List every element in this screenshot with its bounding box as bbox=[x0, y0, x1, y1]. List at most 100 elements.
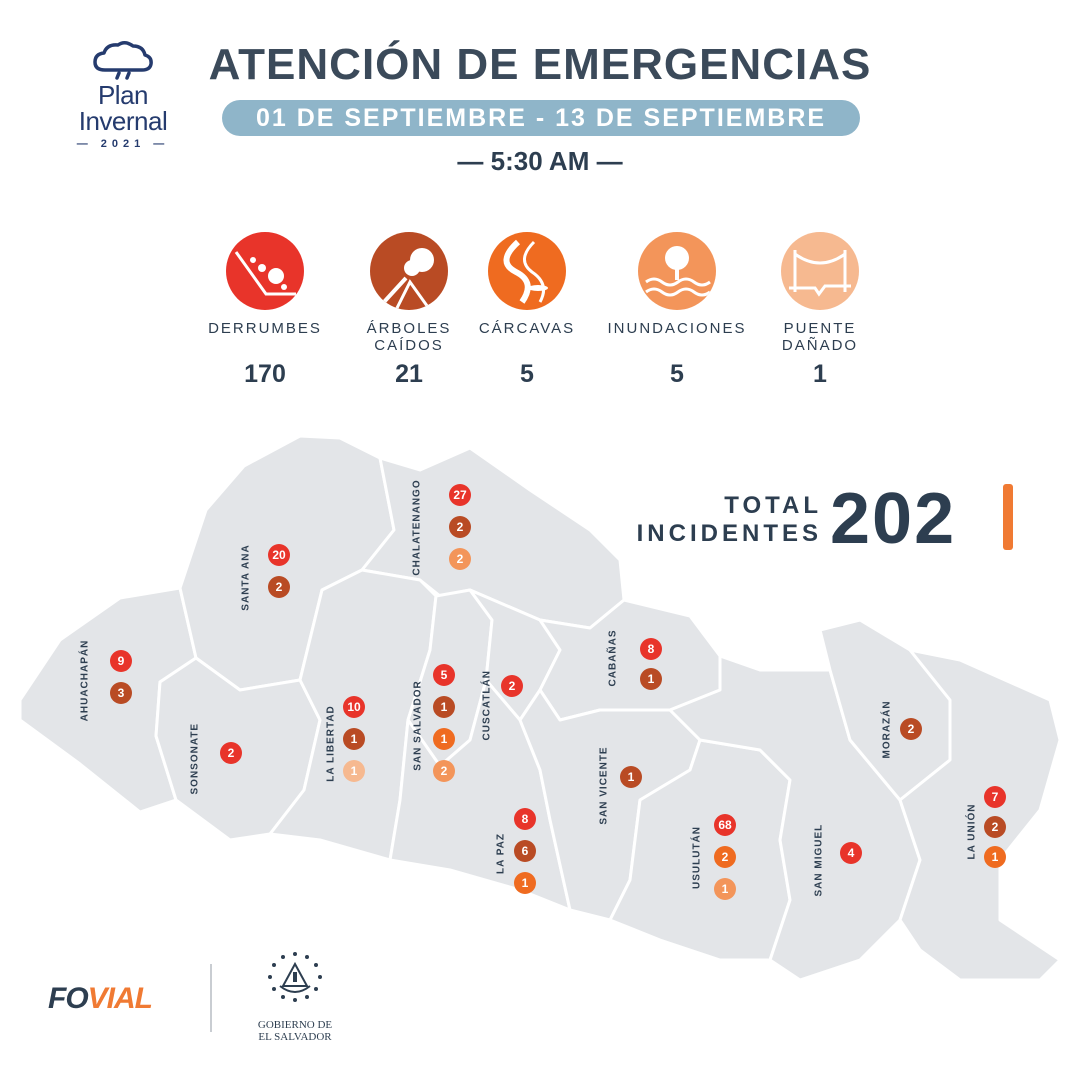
badge-inundaciones: 2 bbox=[449, 548, 471, 570]
total-label: TOTAL INCIDENTES bbox=[600, 492, 822, 548]
flood-icon bbox=[638, 232, 716, 310]
gobierno-line-1: GOBIERNO DE bbox=[257, 1019, 333, 1031]
coat-of-arms-icon bbox=[268, 952, 322, 1002]
damaged-bridge-icon bbox=[781, 232, 859, 310]
dept-shape-la-union bbox=[898, 648, 1062, 982]
category-label-line-1: INUNDACIONES bbox=[607, 320, 747, 337]
category-value: 1 bbox=[813, 360, 827, 388]
dept-usulutan: USULUTÁN 68 2 1 bbox=[670, 812, 750, 902]
dept-label: LA LIBERTAD bbox=[325, 705, 337, 782]
dept-morazan: MORAZÁN 2 bbox=[866, 700, 946, 780]
badge-arboles: 1 bbox=[620, 766, 642, 788]
dept-label: CHALATENANGO bbox=[411, 479, 423, 576]
dept-label: SONSONATE bbox=[189, 722, 201, 795]
fovial-logo-fo: FO bbox=[48, 982, 89, 1015]
logo-line-2: Invernal bbox=[78, 106, 168, 136]
total-accent-bar bbox=[1003, 484, 1013, 550]
badge-carcavas: 1 bbox=[433, 728, 455, 750]
badge-derrumbes: 8 bbox=[514, 808, 536, 830]
dept-label: SAN MIGUEL bbox=[813, 823, 825, 897]
dept-san-miguel: SAN MIGUEL 4 bbox=[792, 820, 872, 910]
dept-label: AHUACHAPÁN bbox=[79, 639, 91, 722]
fovial-logo-vial: VIAL bbox=[87, 982, 153, 1015]
badge-arboles: 1 bbox=[640, 668, 662, 690]
category-label-line-2: DAÑADO bbox=[781, 337, 859, 354]
logo-year: — 2021 — bbox=[76, 138, 170, 150]
category-carcavas: CÁRCAVAS 5 bbox=[452, 232, 602, 389]
el-salvador-map bbox=[18, 434, 1062, 982]
logo-year-text: 2021 bbox=[100, 138, 146, 150]
category-value: 21 bbox=[395, 360, 423, 388]
dept-label: CABAÑAS bbox=[607, 629, 619, 687]
dept-label: SAN SALVADOR bbox=[412, 680, 424, 771]
dept-cabanas: CABAÑAS 8 1 bbox=[590, 629, 670, 706]
badge-carcavas: 1 bbox=[984, 846, 1006, 868]
badge-derrumbes: 20 bbox=[268, 544, 290, 566]
rain-cloud-icon bbox=[93, 41, 153, 80]
dept-label: SANTA ANA bbox=[240, 544, 252, 611]
badge-arboles: 2 bbox=[449, 516, 471, 538]
category-label-line-1: PUENTE bbox=[783, 320, 857, 337]
badge-inundaciones: 1 bbox=[714, 878, 736, 900]
category-label-line-1: CÁRCAVAS bbox=[478, 320, 576, 337]
report-time: — 5:30 AM — bbox=[457, 146, 623, 176]
category-label-line-1: ÁRBOLES bbox=[366, 320, 452, 337]
badge-derrumbes: 7 bbox=[984, 786, 1006, 808]
dept-label: CUSCATLÁN bbox=[481, 670, 493, 741]
badge-carcavas: 1 bbox=[514, 872, 536, 894]
badge-derrumbes: 10 bbox=[343, 696, 365, 718]
dept-sonsonate: SONSONATE 2 bbox=[170, 710, 250, 820]
category-label: INUNDACIONES bbox=[602, 320, 752, 356]
category-arboles-caidos: ÁRBOLES CAÍDOS 21 bbox=[334, 232, 484, 389]
gobierno-el-salvador-logo: GOBIERNO DE EL SALVADOR bbox=[240, 950, 350, 1043]
page-title: ATENCIÓN DE EMERGENCIAS bbox=[208, 40, 872, 89]
badge-arboles: 1 bbox=[343, 728, 365, 750]
fallen-tree-icon bbox=[370, 232, 448, 310]
badge-derrumbes: 2 bbox=[501, 675, 523, 697]
badge-carcavas: 2 bbox=[714, 846, 736, 868]
category-label: DERRUMBES bbox=[190, 320, 340, 356]
badge-arboles: 3 bbox=[110, 682, 132, 704]
category-value: 5 bbox=[670, 360, 684, 388]
dept-chalatenango: CHALATENANGO 27 2 2 bbox=[398, 479, 488, 590]
dept-santa-ana: SANTA ANA 20 2 bbox=[218, 530, 298, 640]
badge-derrumbes: 9 bbox=[110, 650, 132, 672]
badge-puente: 1 bbox=[343, 760, 365, 782]
badge-inundaciones: 2 bbox=[433, 760, 455, 782]
category-label: PUENTE DAÑADO bbox=[745, 320, 895, 356]
dept-label: USULUTÁN bbox=[691, 826, 703, 889]
badge-arboles: 1 bbox=[433, 696, 455, 718]
category-value: 5 bbox=[520, 360, 534, 388]
gobierno-line-2: EL SALVADOR bbox=[258, 1031, 332, 1043]
total-label-line-2: INCIDENTES bbox=[636, 520, 822, 547]
category-label-line-1: DERRUMBES bbox=[208, 320, 322, 337]
category-inundaciones: INUNDACIONES 5 bbox=[602, 232, 752, 389]
dept-la-paz: LA PAZ 8 6 1 bbox=[480, 808, 560, 898]
plan-invernal-logo: Plan Invernal — 2021 — bbox=[48, 40, 198, 150]
badge-derrumbes: 5 bbox=[433, 664, 455, 686]
fovial-logo: FOVIAL bbox=[48, 982, 153, 1016]
logo-line-1: Plan bbox=[97, 80, 149, 110]
badge-arboles: 2 bbox=[900, 718, 922, 740]
dept-la-libertad: LA LIBERTAD 10 1 1 bbox=[300, 690, 380, 800]
dept-la-union: LA UNIÓN 7 2 1 bbox=[950, 784, 1030, 884]
gully-icon bbox=[488, 232, 566, 310]
badge-derrumbes: 4 bbox=[840, 842, 862, 864]
dept-label: MORAZÁN bbox=[881, 700, 893, 759]
dept-label: LA UNIÓN bbox=[966, 803, 978, 860]
total-value: 202 bbox=[830, 479, 957, 559]
dept-label: LA PAZ bbox=[495, 833, 507, 874]
category-derrumbes: DERRUMBES 170 bbox=[190, 232, 340, 389]
total-label-line-1: TOTAL bbox=[724, 492, 822, 519]
dept-ahuachapan: AHUACHAPÁN 9 3 bbox=[62, 620, 132, 730]
dept-cuscatlan: CUSCATLÁN 2 bbox=[460, 650, 540, 760]
category-puente-danado: PUENTE DAÑADO 1 bbox=[745, 232, 895, 389]
badge-derrumbes: 8 bbox=[640, 638, 662, 660]
category-label: CÁRCAVAS bbox=[452, 320, 602, 356]
category-label-line-2: CAÍDOS bbox=[374, 337, 444, 354]
badge-derrumbes: 2 bbox=[220, 742, 242, 764]
footer-divider bbox=[210, 964, 212, 1032]
category-label: ÁRBOLES CAÍDOS bbox=[334, 320, 484, 356]
badge-derrumbes: 27 bbox=[449, 484, 471, 506]
dept-san-salvador: SAN SALVADOR 5 1 1 2 bbox=[390, 660, 470, 790]
